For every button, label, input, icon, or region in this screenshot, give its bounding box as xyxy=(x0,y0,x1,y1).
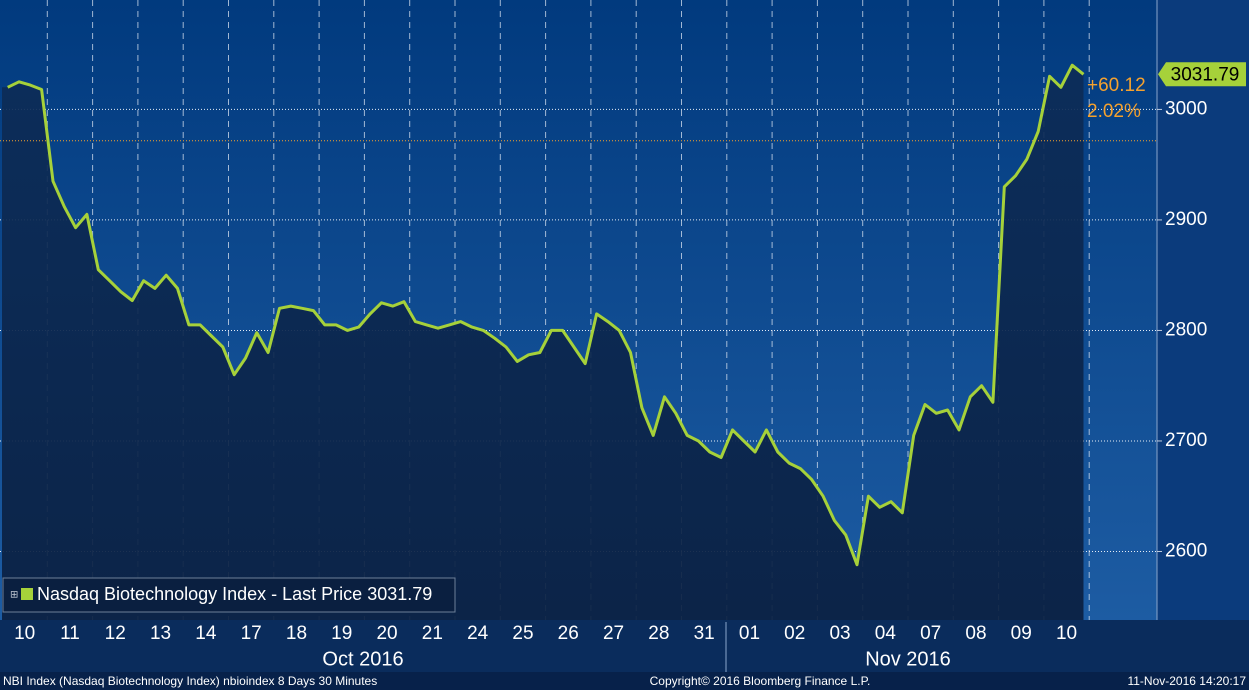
x-tick-label: 10 xyxy=(14,623,35,644)
x-tick-label: 21 xyxy=(422,623,443,644)
legend-box xyxy=(2,577,456,613)
x-tick-label: 08 xyxy=(965,623,986,644)
month-label: Oct 2016 xyxy=(322,648,403,670)
y-tick-label: 2600 xyxy=(1165,540,1207,561)
y-tick-label: 2800 xyxy=(1165,319,1207,340)
x-tick-label: 27 xyxy=(603,623,624,644)
x-tick-label: 12 xyxy=(105,623,126,644)
x-tick-label: 19 xyxy=(331,623,352,644)
y-tick-label: 2700 xyxy=(1165,430,1207,451)
footer-center: Copyright© 2016 Bloomberg Finance L.P. xyxy=(650,674,871,688)
legend-text: Nasdaq Biotechnology Index - Last Price … xyxy=(37,584,432,604)
last-price-label: 3031.79 xyxy=(1171,64,1240,85)
plot xyxy=(0,63,1157,620)
x-axis-band xyxy=(0,620,1249,672)
x-tick-label: 26 xyxy=(558,623,579,644)
x-tick-label: 20 xyxy=(376,623,397,644)
last-price-tag xyxy=(1158,62,1246,87)
axis-background xyxy=(1157,0,1249,620)
x-tick-label: 09 xyxy=(1011,623,1032,644)
x-tick-label: 25 xyxy=(512,623,533,644)
footer-band xyxy=(0,672,1249,690)
legend-swatch xyxy=(21,588,33,600)
y-tick-label: 2900 xyxy=(1165,209,1207,230)
x-tick-label: 13 xyxy=(150,623,171,644)
x-tick-label: 18 xyxy=(286,623,307,644)
percent-annotation: 2.02% xyxy=(1087,101,1141,122)
x-tick-label: 17 xyxy=(241,623,262,644)
x-tick-label: 24 xyxy=(467,623,489,644)
x-tick-label: 28 xyxy=(648,623,669,644)
footer-left: NBI Index (Nasdaq Biotechnology Index) n… xyxy=(3,674,377,688)
change-annotation: +60.12 xyxy=(1087,75,1146,96)
x-tick-label: 04 xyxy=(875,623,897,644)
y-tick-label: 3000 xyxy=(1165,98,1207,119)
footer-right: 11-Nov-2016 14:20:17 xyxy=(1127,674,1246,688)
x-tick-label: 03 xyxy=(829,623,850,644)
area xyxy=(2,65,1084,620)
x-tick-label: 31 xyxy=(694,623,715,644)
legend-expand: ⊞ xyxy=(10,590,18,601)
x-tick-label: 01 xyxy=(739,623,760,644)
line xyxy=(7,63,1085,567)
x-tick-label: 02 xyxy=(784,623,805,644)
x-tick-label: 11 xyxy=(60,623,80,644)
x-tick-label: 07 xyxy=(920,623,941,644)
x-tick-label: 14 xyxy=(195,623,217,644)
x-tick-label: 10 xyxy=(1056,623,1077,644)
month-label: Nov 2016 xyxy=(865,648,951,670)
